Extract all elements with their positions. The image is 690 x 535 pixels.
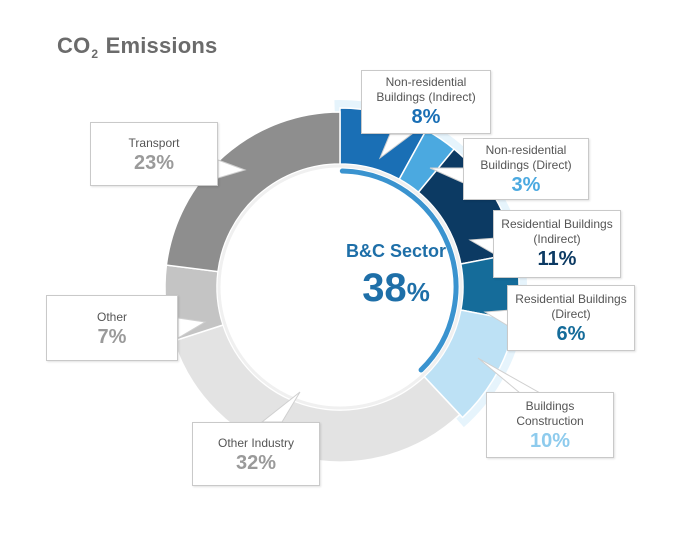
center-value: 38% xyxy=(362,266,430,310)
callout-label: (Direct) xyxy=(551,307,591,321)
callout-construction: Buildings Construction 10% xyxy=(486,392,614,458)
callout-other: Other 7% xyxy=(46,295,178,361)
callout-res-direct: Residential Buildings (Direct) 6% xyxy=(507,285,635,351)
callout-label: (Indirect) xyxy=(533,232,581,246)
callout-label: Non-residential xyxy=(485,143,567,157)
callout-value: 7% xyxy=(97,326,127,348)
callout-label: Non-residential xyxy=(385,75,467,89)
callout-value: 8% xyxy=(411,106,441,128)
callout-label: Other xyxy=(96,310,127,324)
callout-label: Residential Buildings xyxy=(515,292,627,306)
callout-value: 23% xyxy=(133,152,175,174)
center-label: B&C Sector xyxy=(345,241,447,261)
callout-value: 6% xyxy=(556,323,586,345)
callout-value: 32% xyxy=(235,452,277,474)
callout-label: Construction xyxy=(516,414,584,428)
callout-other-industry: Other Industry 32% xyxy=(192,422,320,486)
callout-label: Buildings xyxy=(525,399,575,413)
callout-label: Other Industry xyxy=(217,436,295,450)
callout-label: Transport xyxy=(128,136,180,150)
callout-nonres-direct: Non-residential Buildings (Direct) 3% xyxy=(463,138,589,200)
callout-value: 10% xyxy=(529,430,571,452)
pointer-nonres-indirect xyxy=(378,133,414,160)
callout-res-indirect: Residential Buildings (Indirect) 11% xyxy=(493,210,621,278)
callout-nonres-indirect: Non-residential Buildings (Indirect) 8% xyxy=(361,70,491,134)
callout-label: Buildings (Direct) xyxy=(480,158,572,172)
donut-hole-rim xyxy=(217,164,463,410)
callout-label: Buildings (Indirect) xyxy=(376,90,476,104)
callout-value: 11% xyxy=(537,248,577,270)
chart-title: CO2 Emissions xyxy=(57,33,218,61)
callout-label: Residential Buildings xyxy=(501,217,613,231)
callout-transport: Transport 23% xyxy=(90,122,218,186)
donut-hole xyxy=(217,164,463,410)
pointer-transport xyxy=(217,159,247,179)
callout-value: 3% xyxy=(511,174,541,196)
pointer-other xyxy=(177,317,207,339)
bc-sector-arc xyxy=(339,168,459,373)
